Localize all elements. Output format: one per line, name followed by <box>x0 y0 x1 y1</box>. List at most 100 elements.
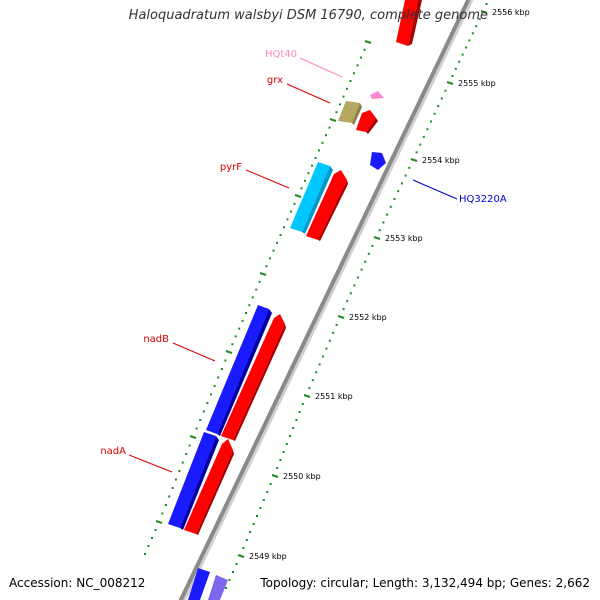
left-major-tick <box>364 40 372 44</box>
ruler-minor-tick <box>400 182 403 185</box>
ruler-minor-tick <box>308 387 311 390</box>
ruler-label: 2551 kbp <box>315 392 353 401</box>
gene-label: pyrF <box>220 162 242 173</box>
left-minor-tick <box>349 80 352 82</box>
gene-label: nadB <box>143 334 169 345</box>
ruler-minor-tick <box>422 135 425 138</box>
ruler-major-tick <box>271 474 279 478</box>
ruler-minor-tick <box>386 213 389 216</box>
gene-label-leader <box>245 169 290 189</box>
ruler-minor-tick <box>292 427 295 429</box>
forward-gene-top <box>396 0 418 46</box>
ruler-minor-tick <box>346 300 349 303</box>
ruler-minor-tick <box>426 128 429 131</box>
left-major-tick <box>225 350 233 354</box>
forward-gene-top-shade <box>408 0 422 46</box>
accession-text: Accession: NC_008212 <box>9 576 146 590</box>
left-major-tick <box>189 435 197 439</box>
ruler-minor-tick <box>360 268 363 271</box>
ruler-minor-tick <box>301 403 304 405</box>
ruler-minor-tick <box>475 25 478 28</box>
ruler-minor-tick <box>252 523 255 525</box>
left-minor-tick <box>195 427 198 430</box>
other-gene-grx-pair-side <box>352 103 362 125</box>
ruler-minor-tick <box>266 491 269 493</box>
ruler-label: 2549 kbp <box>249 552 287 561</box>
ruler-minor-tick <box>437 105 440 108</box>
left-minor-tick <box>314 157 317 159</box>
ruler-label: 2554 kbp <box>422 156 460 165</box>
ruler-minor-tick <box>311 379 314 382</box>
ruler-minor-tick <box>440 97 443 100</box>
ruler-ticks-right <box>225 3 488 589</box>
left-minor-tick <box>346 87 348 90</box>
ruler-labels: 2556 kbp 2555 kbp 2554 kbp 2553 kbp 2552 kbp… <box>249 8 530 561</box>
ruler-minor-tick <box>465 46 467 49</box>
left-minor-tick <box>328 126 331 129</box>
ruler-minor-tick <box>276 467 279 469</box>
ruler-minor-tick <box>430 120 432 123</box>
ruler-minor-tick <box>242 547 245 549</box>
left-minor-tick <box>151 537 153 539</box>
ruler-minor-tick <box>269 483 272 485</box>
ruler-minor-tick <box>322 355 324 358</box>
left-minor-tick <box>202 410 205 413</box>
gene-label: grx <box>267 75 283 86</box>
ruler-minor-tick <box>285 443 288 445</box>
ruler-minor-tick <box>259 507 262 509</box>
forward-gene-nada-side <box>196 450 234 535</box>
ruler-minor-tick <box>342 308 345 311</box>
left-minor-tick <box>307 172 310 175</box>
ruler-minor-tick <box>451 74 454 77</box>
ruler-minor-tick <box>433 112 436 115</box>
ruler-minor-tick <box>393 198 396 200</box>
left-minor-tick <box>188 444 191 447</box>
left-minor-tick <box>178 470 181 472</box>
left-minor-tick <box>255 288 258 291</box>
ruler-minor-tick <box>315 371 318 374</box>
gene-label: HQ3220A <box>459 194 507 205</box>
left-minor-tick <box>272 249 275 252</box>
ruler-minor-tick <box>485 3 488 5</box>
ruler-minor-tick <box>353 284 356 287</box>
gene-label-leader <box>172 342 216 362</box>
other-gene-grx-pair <box>338 101 360 123</box>
ruler-minor-tick <box>235 563 238 565</box>
ruler-minor-tick <box>245 539 248 541</box>
left-minor-tick <box>311 164 313 167</box>
ruler-minor-tick <box>408 166 411 169</box>
gene-label: HQt40 <box>265 49 297 60</box>
forward-gene-pyrf <box>306 170 347 240</box>
left-minor-tick <box>279 234 282 236</box>
left-minor-tick <box>248 304 251 307</box>
ruler-minor-tick <box>256 515 258 517</box>
left-minor-tick <box>304 179 306 182</box>
left-minor-tick <box>185 453 188 455</box>
gene-label-leader <box>299 57 343 78</box>
ruler-minor-tick <box>458 60 461 63</box>
left-minor-tick <box>321 141 324 144</box>
ruler-minor-tick <box>364 260 367 263</box>
ruler-minor-tick <box>298 411 301 413</box>
left-minor-tick <box>290 210 292 213</box>
left-minor-tick <box>154 529 157 531</box>
gene-label-leader <box>128 454 173 473</box>
left-minor-tick <box>283 226 285 229</box>
left-minor-tick <box>318 149 320 152</box>
ruler-minor-tick <box>397 190 400 193</box>
left-minor-tick <box>342 95 345 98</box>
ruler-minor-tick <box>357 276 359 279</box>
left-minor-tick <box>276 241 278 244</box>
ruler-label: 2550 kbp <box>283 472 321 481</box>
ruler-minor-tick <box>378 229 381 232</box>
gene-label-lines: HQt40 grx pyrF nadB nadA HQ3220A <box>100 49 507 473</box>
ruler-minor-tick <box>461 53 464 56</box>
left-minor-tick <box>300 187 303 190</box>
left-minor-tick <box>325 134 327 137</box>
ruler-minor-tick <box>415 151 418 154</box>
left-minor-tick <box>199 419 202 421</box>
left-minor-tick <box>231 343 234 346</box>
ruler-minor-tick <box>228 579 231 581</box>
ruler-major-tick <box>480 10 488 14</box>
